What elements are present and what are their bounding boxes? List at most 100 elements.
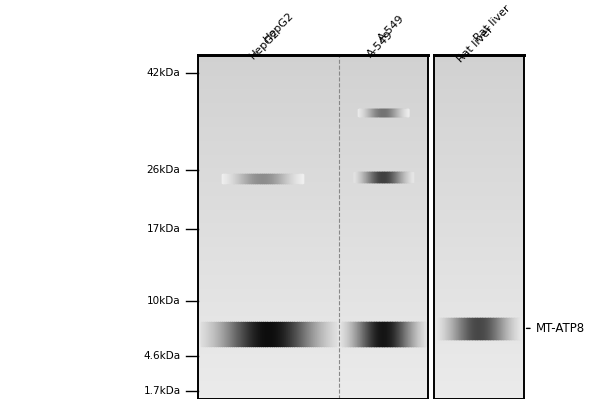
FancyBboxPatch shape [434,148,524,151]
FancyBboxPatch shape [199,144,428,148]
FancyBboxPatch shape [199,130,428,134]
FancyBboxPatch shape [434,302,524,306]
FancyBboxPatch shape [199,285,428,289]
FancyBboxPatch shape [434,203,524,206]
FancyBboxPatch shape [434,251,524,254]
FancyBboxPatch shape [199,203,428,206]
FancyBboxPatch shape [434,158,524,162]
FancyBboxPatch shape [199,127,428,130]
FancyBboxPatch shape [199,138,428,141]
FancyBboxPatch shape [199,124,428,127]
FancyBboxPatch shape [199,237,428,240]
FancyBboxPatch shape [199,89,428,93]
Text: HepG2: HepG2 [262,10,295,44]
Text: Rat liver: Rat liver [472,4,512,44]
FancyBboxPatch shape [434,244,524,248]
FancyBboxPatch shape [434,86,524,89]
FancyBboxPatch shape [199,186,428,189]
FancyBboxPatch shape [434,93,524,96]
FancyBboxPatch shape [199,340,428,344]
FancyBboxPatch shape [199,264,428,268]
FancyBboxPatch shape [199,292,428,296]
Text: 10kDa: 10kDa [147,296,181,306]
FancyBboxPatch shape [434,333,524,337]
FancyBboxPatch shape [199,55,428,399]
FancyBboxPatch shape [434,186,524,189]
FancyBboxPatch shape [199,106,428,110]
FancyBboxPatch shape [199,361,428,364]
FancyBboxPatch shape [199,223,428,227]
FancyBboxPatch shape [199,216,428,220]
FancyBboxPatch shape [199,326,428,330]
FancyBboxPatch shape [434,282,524,285]
FancyBboxPatch shape [434,364,524,368]
FancyBboxPatch shape [434,234,524,237]
FancyBboxPatch shape [199,316,428,320]
FancyBboxPatch shape [434,289,524,292]
FancyBboxPatch shape [199,354,428,357]
FancyBboxPatch shape [434,350,524,354]
FancyBboxPatch shape [434,134,524,138]
FancyBboxPatch shape [434,192,524,196]
FancyBboxPatch shape [199,76,428,79]
FancyBboxPatch shape [434,113,524,117]
FancyBboxPatch shape [434,237,524,240]
FancyBboxPatch shape [434,392,524,395]
FancyBboxPatch shape [434,268,524,272]
Text: HepG2: HepG2 [248,27,282,61]
FancyBboxPatch shape [199,65,428,69]
FancyBboxPatch shape [199,158,428,162]
FancyBboxPatch shape [434,357,524,361]
FancyBboxPatch shape [199,117,428,120]
FancyBboxPatch shape [199,96,428,100]
FancyBboxPatch shape [199,210,428,213]
FancyBboxPatch shape [434,62,524,65]
FancyBboxPatch shape [434,79,524,82]
FancyBboxPatch shape [434,206,524,210]
FancyBboxPatch shape [434,378,524,382]
FancyBboxPatch shape [434,210,524,213]
FancyBboxPatch shape [434,309,524,313]
FancyBboxPatch shape [199,213,428,216]
FancyBboxPatch shape [434,106,524,110]
FancyBboxPatch shape [434,162,524,165]
Text: 42kDa: 42kDa [147,68,181,78]
FancyBboxPatch shape [199,395,428,399]
FancyBboxPatch shape [434,240,524,244]
FancyBboxPatch shape [199,344,428,347]
FancyBboxPatch shape [434,175,524,179]
FancyBboxPatch shape [199,378,428,382]
FancyBboxPatch shape [199,357,428,361]
FancyBboxPatch shape [199,244,428,248]
FancyBboxPatch shape [199,82,428,86]
Text: A-549: A-549 [365,29,395,59]
FancyBboxPatch shape [199,162,428,165]
FancyBboxPatch shape [434,130,524,134]
FancyBboxPatch shape [199,368,428,371]
FancyBboxPatch shape [199,206,428,210]
FancyBboxPatch shape [199,172,428,175]
FancyBboxPatch shape [199,196,428,199]
FancyBboxPatch shape [199,227,428,230]
FancyBboxPatch shape [199,388,428,392]
FancyBboxPatch shape [434,261,524,264]
FancyBboxPatch shape [199,168,428,172]
FancyBboxPatch shape [434,230,524,234]
FancyBboxPatch shape [434,165,524,168]
FancyBboxPatch shape [434,110,524,113]
FancyBboxPatch shape [199,278,428,282]
FancyBboxPatch shape [434,124,524,127]
FancyBboxPatch shape [199,275,428,278]
FancyBboxPatch shape [434,388,524,392]
FancyBboxPatch shape [434,89,524,93]
FancyBboxPatch shape [199,230,428,234]
FancyBboxPatch shape [199,337,428,340]
FancyBboxPatch shape [434,320,524,323]
FancyBboxPatch shape [434,316,524,320]
Text: 17kDa: 17kDa [147,224,181,234]
FancyBboxPatch shape [199,306,428,309]
FancyBboxPatch shape [199,199,428,203]
FancyBboxPatch shape [434,182,524,186]
FancyBboxPatch shape [199,289,428,292]
FancyBboxPatch shape [434,385,524,388]
